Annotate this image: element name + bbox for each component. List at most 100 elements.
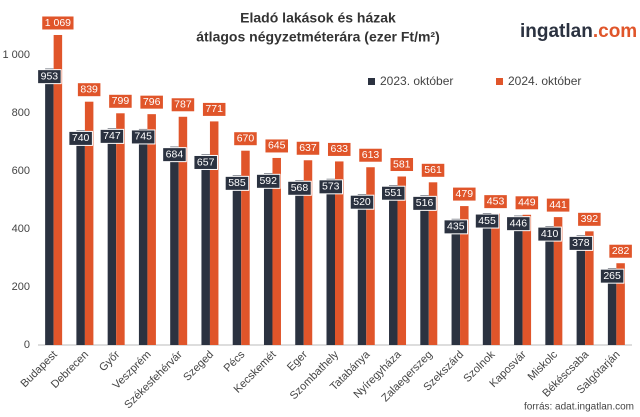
value-label: 637 — [299, 142, 317, 154]
value-label-box — [452, 186, 477, 202]
value-label-box — [412, 195, 437, 211]
value-label: 613 — [362, 149, 380, 161]
value-label-box — [108, 93, 133, 109]
value-label-box — [381, 185, 406, 201]
value-label-box — [76, 82, 102, 98]
bar — [576, 235, 586, 345]
value-label-box — [193, 154, 218, 170]
bar — [522, 214, 532, 345]
value-label: 740 — [72, 132, 90, 144]
bar — [553, 217, 563, 345]
legend-label: 2023. október — [380, 74, 453, 88]
value-label: 282 — [612, 245, 630, 257]
bar — [616, 263, 625, 345]
value-label: 796 — [143, 96, 161, 108]
bar — [209, 121, 219, 345]
bar — [232, 175, 242, 345]
bar — [585, 231, 594, 345]
value-label-box — [545, 197, 571, 213]
value-label-box — [537, 226, 562, 242]
value-label: 516 — [416, 197, 434, 209]
value-label-box — [349, 194, 375, 210]
value-label-box — [318, 179, 344, 195]
bar — [545, 226, 554, 345]
logo: ingatlan.com — [520, 21, 637, 42]
value-label-box — [41, 15, 75, 31]
bar — [514, 215, 523, 345]
value-label: 392 — [581, 213, 599, 225]
value-label: 839 — [80, 83, 98, 95]
value-label-box — [68, 130, 93, 146]
y-tick-label: 600 — [12, 165, 30, 177]
bar — [460, 206, 469, 345]
y-tick-label: 0 — [24, 339, 30, 351]
value-label: 787 — [174, 99, 192, 111]
value-label: 551 — [385, 187, 403, 199]
bar — [107, 128, 117, 345]
value-label: 684 — [166, 148, 184, 160]
value-label: 520 — [353, 196, 371, 208]
bar — [84, 101, 94, 345]
bar — [263, 173, 273, 345]
value-label-box — [233, 131, 258, 147]
bar — [389, 185, 398, 345]
value-label-box — [474, 213, 500, 229]
bar — [147, 114, 156, 345]
bar — [116, 113, 125, 345]
value-label: 1 069 — [45, 17, 71, 29]
bar — [428, 182, 438, 345]
value-label-box — [287, 180, 312, 196]
logo-suffix: .com — [593, 21, 637, 42]
value-label: 747 — [103, 130, 121, 142]
value-label: 592 — [259, 175, 277, 187]
legend-swatch — [496, 78, 503, 85]
value-label-box — [264, 138, 289, 154]
y-tick-label: 400 — [12, 223, 30, 235]
value-label-box — [201, 101, 227, 117]
legend-swatch — [368, 78, 375, 85]
y-tick-label: 800 — [12, 107, 30, 119]
bar — [303, 160, 313, 345]
y-tick-label: 1 000 — [2, 49, 30, 61]
value-label-box — [599, 268, 625, 284]
value-label: 479 — [456, 188, 474, 200]
legend-label: 2024. október — [508, 74, 581, 88]
value-label-box — [420, 162, 446, 178]
bar — [295, 180, 304, 345]
value-label: 633 — [330, 143, 348, 155]
value-label: 265 — [603, 270, 621, 282]
bar — [451, 218, 461, 345]
value-label: 378 — [572, 237, 590, 249]
logo-main: ingatlan — [520, 21, 593, 42]
value-label: 455 — [478, 215, 496, 227]
value-label-box — [443, 219, 469, 235]
value-label: 573 — [322, 181, 340, 193]
bar — [272, 157, 281, 345]
value-label-box — [326, 141, 352, 157]
value-label: 799 — [112, 95, 130, 107]
bar — [76, 130, 85, 345]
bar — [482, 213, 492, 345]
bar — [491, 213, 500, 345]
value-label-box — [608, 243, 633, 259]
value-label-box — [483, 194, 508, 210]
value-label: 435 — [447, 221, 465, 233]
value-label: 745 — [134, 131, 152, 143]
value-label-box — [389, 157, 415, 173]
value-label-box — [139, 94, 164, 110]
value-label: 410 — [541, 228, 559, 240]
value-label-box — [514, 195, 540, 211]
value-label-box — [130, 129, 156, 145]
value-label: 453 — [487, 195, 505, 207]
bar — [45, 68, 54, 345]
bar — [397, 176, 407, 345]
bar — [357, 194, 367, 345]
value-label: 446 — [510, 217, 528, 229]
value-label: 953 — [41, 70, 59, 82]
value-label-box — [358, 147, 383, 163]
bar — [170, 146, 179, 345]
value-label-box — [255, 173, 281, 189]
y-tick-label: 200 — [12, 281, 30, 293]
bar — [326, 178, 335, 345]
